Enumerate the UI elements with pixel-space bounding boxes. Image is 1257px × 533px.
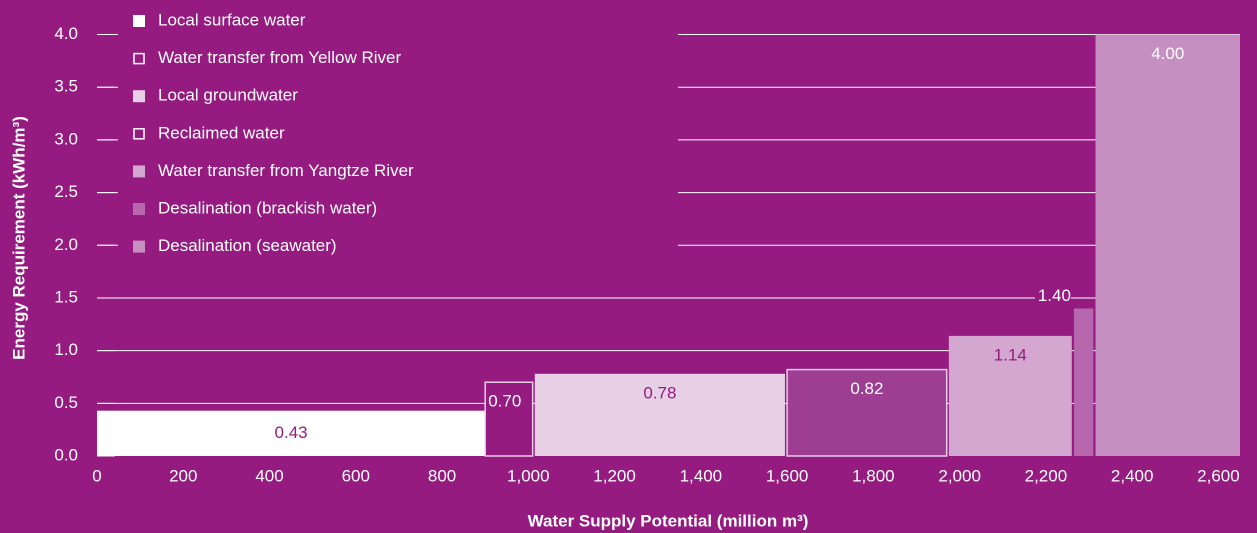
- x-tick-label: 1,600: [766, 466, 809, 485]
- legend-label: Reclaimed water: [158, 123, 285, 142]
- y-tick-label: 3.0: [54, 129, 78, 148]
- y-tick-label: 0.0: [54, 445, 78, 464]
- legend-marker: [133, 52, 145, 65]
- x-tick-label: 1,200: [593, 466, 636, 485]
- label-background: [1034, 286, 1071, 307]
- y-tick-label: 0.5: [54, 393, 78, 412]
- bar: [97, 410, 486, 456]
- bar: [1095, 34, 1240, 456]
- value-label: 0.82: [850, 379, 883, 398]
- bar: [786, 368, 948, 457]
- legend-marker: [133, 240, 145, 253]
- legend-label: Water transfer from Yellow River: [158, 48, 401, 67]
- y-tick-label: 3.5: [54, 77, 78, 96]
- x-tick-label: 600: [342, 466, 370, 485]
- x-tick-label: 800: [428, 466, 456, 485]
- value-label: 0.70: [488, 392, 521, 411]
- legend-marker: [133, 15, 145, 27]
- value-label: 0.78: [643, 383, 676, 402]
- bar: [484, 381, 534, 457]
- x-tick-label: 2,600: [1197, 466, 1240, 485]
- bar: [534, 373, 785, 456]
- x-tick-label: 2,000: [938, 466, 981, 485]
- legend-marker: [133, 90, 145, 103]
- x-axis-title: Water Supply Potential (million m³): [528, 511, 809, 530]
- y-tick-label: 2.0: [54, 235, 78, 254]
- value-label: 1.40: [1038, 286, 1071, 305]
- legend-label: Local groundwater: [158, 86, 298, 105]
- y-tick-label: 1.0: [54, 340, 78, 359]
- value-label: 0.43: [275, 423, 308, 442]
- legend-background: [118, 6, 678, 288]
- x-tick-label: 400: [255, 466, 283, 485]
- x-tick-label: 1,800: [852, 466, 895, 485]
- value-label: 4.00: [1151, 44, 1184, 63]
- y-tick-label: 2.5: [54, 182, 78, 201]
- legend-marker: [133, 203, 145, 215]
- x-tick-label: 0: [92, 466, 101, 485]
- x-tick-label: 200: [169, 466, 197, 485]
- legend-label: Water transfer from Yangtze River: [158, 161, 414, 180]
- legend-marker: [133, 165, 145, 178]
- legend-label: Desalination (brackish water): [158, 198, 377, 217]
- y-tick-label: 1.5: [54, 287, 78, 306]
- x-tick-label: 1,400: [680, 466, 723, 485]
- bar: [948, 335, 1072, 456]
- bar: [1073, 308, 1094, 456]
- y-axis-title: Energy Requirement (kWh/m³): [9, 116, 28, 360]
- legend-label: Desalination (seawater): [158, 236, 337, 255]
- x-tick-label: 2,400: [1111, 466, 1154, 485]
- legend-label: Local surface water: [158, 10, 306, 29]
- x-tick-label: 1,000: [507, 466, 550, 485]
- y-tick-label: 4.0: [54, 24, 78, 43]
- value-label: 1.14: [994, 345, 1027, 364]
- legend-marker: [133, 128, 145, 140]
- x-tick-label: 2,200: [1025, 466, 1068, 485]
